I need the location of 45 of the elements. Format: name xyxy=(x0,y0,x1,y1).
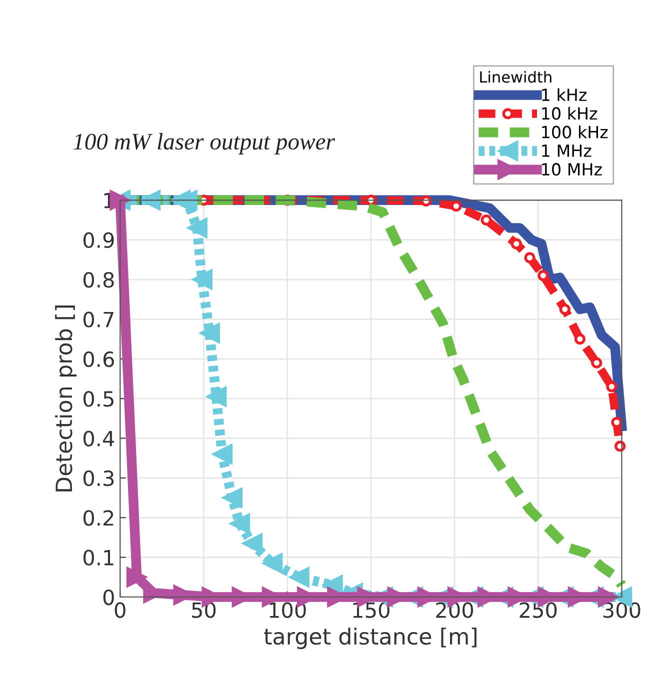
y-tick-label: 0 xyxy=(103,589,114,606)
point xyxy=(574,334,586,345)
legend-label: 100 kHz xyxy=(542,126,608,138)
y-tick-label: 0.1 xyxy=(84,550,114,566)
y-tick-label: 0.4 xyxy=(84,430,114,446)
legend-label: 1 kHz xyxy=(542,88,586,101)
point xyxy=(480,214,492,226)
point xyxy=(524,252,536,264)
point xyxy=(222,487,243,508)
x-axis-title: target distance [m] xyxy=(264,628,476,650)
point xyxy=(450,200,462,212)
y-tick-label: 0.3 xyxy=(84,470,114,486)
y-tick-label: 0.9 xyxy=(84,232,114,248)
point xyxy=(611,416,622,428)
legend-title: Linewidth xyxy=(480,70,552,83)
point xyxy=(606,381,618,392)
point xyxy=(206,386,227,408)
point xyxy=(229,513,250,534)
point xyxy=(591,357,602,368)
y-axis-title: Detection prob [] xyxy=(55,306,77,492)
y-tick-label: 0.5 xyxy=(84,391,114,407)
x-tick-label: 50 xyxy=(192,602,216,618)
point xyxy=(192,269,212,290)
point xyxy=(242,533,263,554)
legend-label: 10 MHz xyxy=(542,163,602,176)
point xyxy=(510,238,522,250)
point xyxy=(538,270,549,282)
point xyxy=(140,190,161,211)
point xyxy=(262,552,283,574)
point xyxy=(126,566,148,588)
point xyxy=(559,304,570,315)
y-tick-label: 0.6 xyxy=(84,351,114,368)
y-tick-label: 0.8 xyxy=(84,272,114,288)
point xyxy=(288,566,310,588)
point xyxy=(420,195,432,207)
point xyxy=(186,218,208,238)
y-tick-label: 0.2 xyxy=(84,510,114,526)
x-tick-label: 0 xyxy=(114,602,126,618)
y-tick-label: 0.7 xyxy=(84,312,114,328)
point xyxy=(199,322,220,344)
legend-label: 1 MHz xyxy=(542,144,592,157)
legend-label: 10 kHz xyxy=(542,106,598,120)
x-tick-label: 300 xyxy=(603,602,640,618)
point xyxy=(212,444,233,465)
chart-title: 100 mW laser output power xyxy=(73,133,336,154)
